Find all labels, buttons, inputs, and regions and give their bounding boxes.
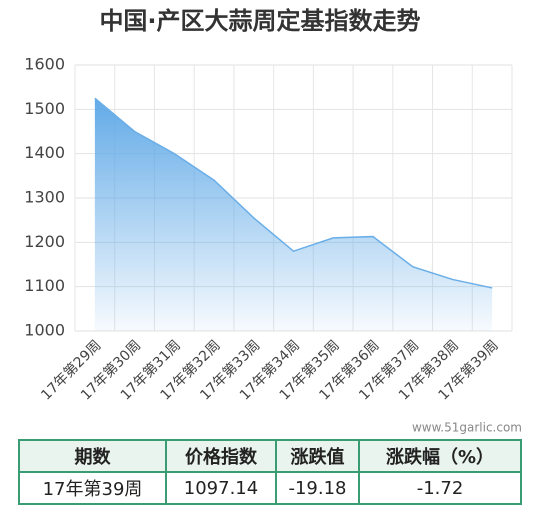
header-cell: 涨跌值 — [275, 439, 360, 473]
chart-title: 中国·产区大蒜周定基指数走势 — [99, 7, 420, 35]
cell: 1097.14 — [165, 471, 277, 505]
table-row: 17年第39周 1097.14 -19.18 -1.72 — [18, 471, 522, 505]
y-tick-label: 1000 — [24, 321, 65, 340]
watermark: www.51garlic.com — [412, 421, 522, 435]
chart: 中国·产区大蒜周定基指数走势 www.51garlic.com 1000 1100… — [24, 7, 522, 435]
cell: 17年第39周 — [18, 471, 167, 505]
area — [94, 98, 493, 331]
y-tick-label: 1400 — [24, 143, 65, 162]
header-cell: 期数 — [18, 439, 167, 473]
y-tick-label: 1600 — [24, 55, 65, 74]
y-tick-label: 1300 — [24, 188, 65, 207]
cell: -1.72 — [358, 471, 522, 505]
line — [94, 97, 493, 289]
cell: -19.18 — [275, 471, 360, 505]
y-tick-label: 1100 — [24, 276, 65, 295]
table-header: 期数 价格指数 涨跌值 涨跌幅（%） — [18, 439, 522, 473]
header-cell: 涨跌幅（%） — [358, 439, 522, 473]
y-tick-label: 1200 — [24, 232, 65, 251]
header-cell: 价格指数 — [165, 439, 277, 473]
summary-table: 期数 价格指数 涨跌值 涨跌幅（%） 17年第39周 1097.14 -19.1… — [18, 439, 522, 505]
y-tick-label: 1500 — [24, 99, 65, 118]
